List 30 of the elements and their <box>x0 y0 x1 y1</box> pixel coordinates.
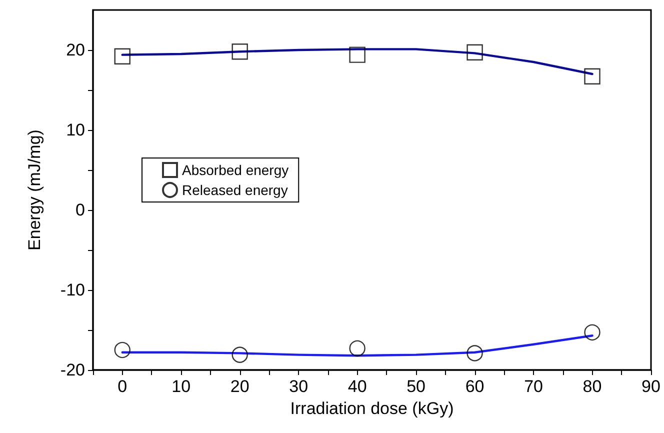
y-tick-label: 0 <box>76 200 85 220</box>
x-tick-label: 40 <box>348 377 367 396</box>
point <box>114 342 130 358</box>
point <box>349 46 366 63</box>
y-axis-title: Energy (mJ/mg) <box>25 130 44 250</box>
legend-label: Released energy <box>182 182 288 198</box>
x-tick-label: 80 <box>582 377 602 396</box>
point <box>232 346 248 363</box>
y-tick-label: -10 <box>60 280 85 300</box>
point <box>584 68 600 84</box>
x-tick-label: 10 <box>172 377 191 396</box>
y-tick-label: -20 <box>60 360 85 380</box>
point <box>584 324 600 340</box>
y-tick-label: 10 <box>66 120 85 140</box>
x-axis-title: Irradiation dose (kGy) <box>290 399 454 418</box>
point <box>466 44 483 60</box>
point <box>232 44 248 60</box>
x-tick-label: 30 <box>289 377 308 396</box>
point <box>466 345 483 362</box>
point <box>114 48 130 64</box>
line-series <box>121 334 594 357</box>
point <box>349 340 366 356</box>
y-tick-label: 20 <box>66 40 85 60</box>
x-tick-label: 70 <box>524 377 543 396</box>
legend-label: Absorbed energy <box>182 162 289 178</box>
x-tick-label: 90 <box>642 377 660 396</box>
x-tick-label: 60 <box>465 377 484 396</box>
x-tick-label: 0 <box>118 377 128 396</box>
x-tick-label: 20 <box>230 377 250 396</box>
x-tick-label: 50 <box>406 377 426 396</box>
